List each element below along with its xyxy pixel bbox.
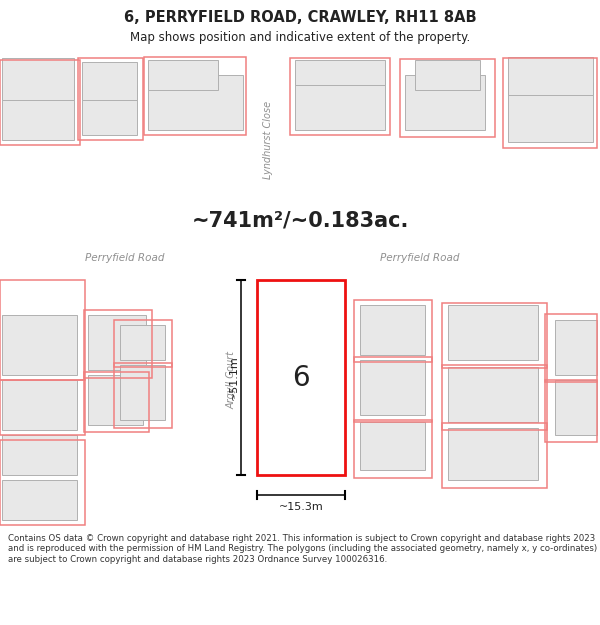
Bar [88, 375, 143, 425]
Bar [2, 85, 74, 140]
Bar [114, 363, 172, 428]
Bar [0, 380, 85, 435]
Bar [295, 60, 385, 85]
Bar [545, 380, 597, 442]
Text: ~51.1m: ~51.1m [229, 355, 239, 400]
Bar [84, 310, 152, 378]
Bar [2, 480, 77, 520]
Bar [448, 367, 538, 422]
Text: Contains OS data © Crown copyright and database right 2021. This information is : Contains OS data © Crown copyright and d… [8, 534, 597, 564]
Text: Map shows position and indicative extent of the property.: Map shows position and indicative extent… [130, 31, 470, 44]
Text: ~741m²/~0.183ac.: ~741m²/~0.183ac. [191, 210, 409, 230]
Bar [360, 360, 425, 415]
Text: Perryfield Road: Perryfield Road [85, 253, 165, 263]
Bar [503, 58, 597, 148]
Bar [114, 320, 172, 367]
Bar [555, 380, 597, 435]
Bar [295, 70, 385, 130]
Bar [360, 422, 425, 470]
Text: Argyll Court: Argyll Court [227, 351, 237, 409]
Bar [82, 62, 137, 100]
Bar [148, 75, 243, 130]
Bar [0, 60, 80, 145]
Bar [0, 240, 600, 272]
Bar [400, 59, 495, 137]
Text: 6, PERRYFIELD ROAD, CRAWLEY, RH11 8AB: 6, PERRYFIELD ROAD, CRAWLEY, RH11 8AB [124, 9, 476, 24]
Bar [290, 58, 390, 135]
Bar [82, 85, 137, 135]
Bar [257, 280, 345, 475]
Text: Perryfield Road: Perryfield Road [380, 253, 460, 263]
Bar [448, 428, 538, 480]
Bar [545, 314, 597, 382]
Bar [415, 60, 480, 90]
Bar [0, 440, 85, 525]
Bar [555, 320, 597, 375]
Text: ~15.3m: ~15.3m [278, 502, 323, 512]
Bar [218, 272, 246, 530]
Bar [508, 57, 593, 95]
Bar [442, 303, 547, 368]
Bar [148, 60, 218, 90]
Bar [88, 315, 146, 370]
Text: Lyndhurst Close: Lyndhurst Close [263, 101, 273, 179]
Bar [78, 58, 143, 140]
Bar [253, 55, 283, 240]
Bar [144, 57, 246, 135]
Bar [354, 357, 432, 422]
Bar [360, 305, 425, 355]
Bar [508, 82, 593, 142]
Bar [2, 380, 77, 430]
Bar [0, 280, 85, 380]
Bar [354, 420, 432, 478]
Text: 6: 6 [292, 364, 310, 391]
Bar [2, 435, 77, 475]
Bar [354, 300, 432, 362]
Bar [448, 305, 538, 360]
Bar [2, 315, 77, 375]
Bar [442, 365, 547, 430]
Bar [120, 365, 165, 420]
Bar [2, 58, 74, 100]
Bar [442, 423, 547, 488]
Bar [120, 325, 165, 360]
Bar [405, 75, 485, 130]
Bar [84, 372, 149, 432]
